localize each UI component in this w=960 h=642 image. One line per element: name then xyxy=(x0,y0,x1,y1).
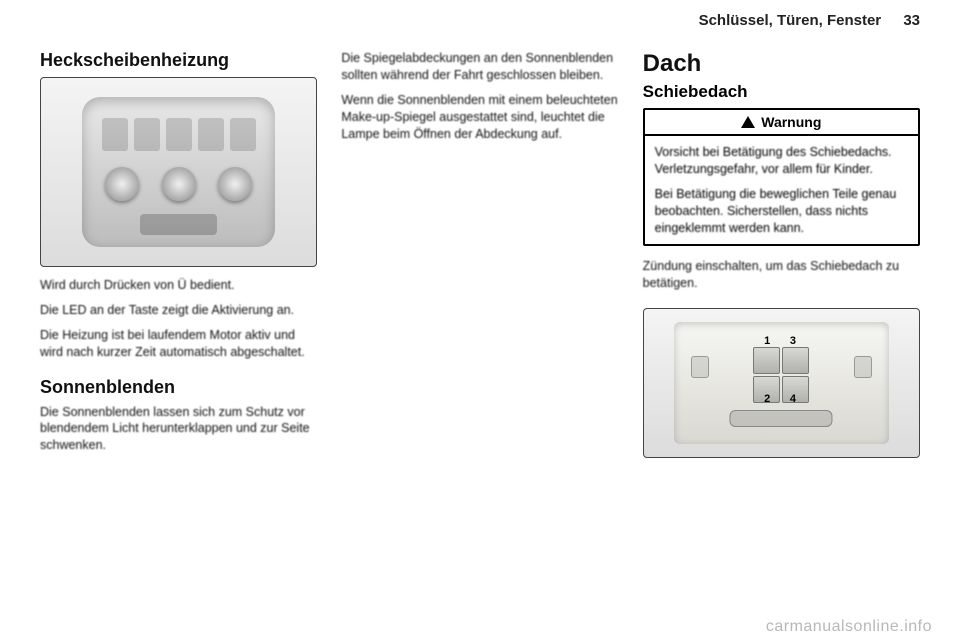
console-btn xyxy=(166,118,192,151)
console-dial xyxy=(105,167,139,201)
section-heated-rear-window: Heckscheibenheizung xyxy=(40,50,317,71)
callout-1: 1 xyxy=(764,335,770,347)
body-text: Wird durch Drücken von Ü bedient. xyxy=(40,277,317,294)
roof-side-lamp xyxy=(691,356,709,378)
console-dial-row xyxy=(105,163,251,205)
page-number: 33 xyxy=(903,12,920,29)
chapter-title: Schlüssel, Türen, Fenster xyxy=(699,12,882,29)
figure-sliding-roof-controls: 1 3 2 4 xyxy=(643,308,920,458)
body-text: Die LED an der Taste zeigt die Aktivieru… xyxy=(40,302,317,319)
watermark: carmanualsonline.info xyxy=(766,618,932,636)
console-bottom-slot xyxy=(140,214,217,235)
roof-switch xyxy=(753,347,780,374)
warning-body: Vorsicht bei Betätigung des Schiebedachs… xyxy=(645,136,918,244)
body-text: Wenn die Sonnenblenden mit einem beleuch… xyxy=(341,92,618,143)
body-text: Die Sonnenblenden lassen sich zum Schutz… xyxy=(40,404,317,455)
body-text: Zündung einschalten, um das Schiebedach … xyxy=(643,258,920,292)
roof-bottom-panel xyxy=(730,410,833,427)
console-button-row xyxy=(102,118,256,151)
roof-switch-cluster xyxy=(753,347,809,403)
console-illustration xyxy=(82,97,275,247)
body-text: Die Spiegelabdeckungen an den Sonnenblen… xyxy=(341,50,618,84)
roof-side-lamp xyxy=(854,356,872,378)
column-3: Dach Schiebedach Warnung Vorsicht bei Be… xyxy=(643,50,920,612)
console-btn xyxy=(134,118,160,151)
warning-label: Warnung xyxy=(761,114,821,130)
console-btn xyxy=(230,118,256,151)
callout-3: 3 xyxy=(790,335,796,347)
warning-box: Warnung Vorsicht bei Betätigung des Schi… xyxy=(643,108,920,246)
page-columns: Heckscheibenheizung Wird durch Drücke xyxy=(40,50,920,612)
body-text: Die Heizung ist bei laufendem Motor akti… xyxy=(40,327,317,361)
console-dial xyxy=(218,167,252,201)
figure-center-console xyxy=(40,77,317,267)
callout-2: 2 xyxy=(764,393,770,405)
column-2: Die Spiegelabdeckungen an den Sonnenblen… xyxy=(341,50,618,612)
warning-title-row: Warnung xyxy=(645,110,918,136)
console-btn xyxy=(198,118,224,151)
console-btn xyxy=(102,118,128,151)
page-header: Schlüssel, Türen, Fenster 33 xyxy=(699,12,920,29)
subsection-sliding-roof: Schiebedach xyxy=(643,82,920,102)
console-dial xyxy=(162,167,196,201)
warning-text: Bei Betätigung die beweglichen Teile gen… xyxy=(655,186,908,237)
roof-panel-illustration: 1 3 2 4 xyxy=(674,322,889,443)
callout-4: 4 xyxy=(790,393,796,405)
warning-icon xyxy=(741,116,755,128)
roof-switch xyxy=(782,347,809,374)
section-roof: Dach xyxy=(643,50,920,78)
column-1: Heckscheibenheizung Wird durch Drücke xyxy=(40,50,317,612)
warning-text: Vorsicht bei Betätigung des Schiebedachs… xyxy=(655,144,908,178)
section-sunvisors: Sonnenblenden xyxy=(40,377,317,398)
